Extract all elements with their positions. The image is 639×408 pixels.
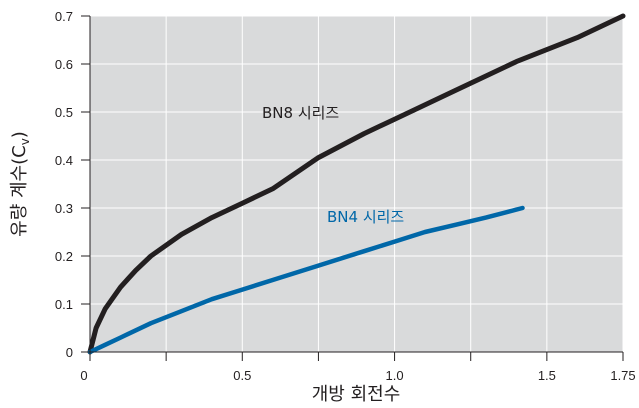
x-tick-labels: 0 0.5 1.0 1.5 1.75: [80, 368, 635, 383]
grid-lines: [90, 15, 624, 352]
x-tick-label: 1.5: [538, 368, 556, 383]
y-axis-title-subscript: v: [18, 138, 32, 145]
y-tick-label: 0: [66, 345, 73, 360]
x-axis-title: 개방 회전수: [312, 384, 401, 405]
x-tick-label: 1.0: [386, 368, 404, 383]
bn4-series-label: BN4 시리즈: [327, 208, 404, 226]
y-tick-label: 0.4: [55, 153, 73, 168]
y-tick-label: 0.2: [55, 249, 73, 264]
y-axis-title-suffix: ): [9, 131, 30, 138]
bn8-series-label: BN8 시리즈: [262, 104, 339, 122]
series-lines: [87, 13, 626, 355]
x-tick-label: 0: [80, 368, 87, 383]
bn4-series-line: [87, 205, 525, 355]
y-tick-labels: 0 0.1 0.2 0.3 0.4 0.5 0.6 0.7: [55, 9, 73, 360]
axes: [81, 15, 624, 361]
bn8-series-line: [87, 13, 626, 355]
x-tick-label: 1.75: [610, 368, 635, 383]
y-tick-label: 0.1: [55, 297, 73, 312]
x-tick-label: 0.5: [233, 368, 251, 383]
plot-background: [90, 16, 623, 352]
y-tick-label: 0.5: [55, 105, 73, 120]
y-tick-label: 0.3: [55, 201, 73, 216]
y-axis-title-main: 유량 계수(C: [9, 145, 30, 237]
y-tick-label: 0.7: [55, 9, 73, 24]
y-tick-label: 0.6: [55, 57, 73, 72]
y-axis-title: 유량 계수(Cv): [9, 131, 32, 237]
